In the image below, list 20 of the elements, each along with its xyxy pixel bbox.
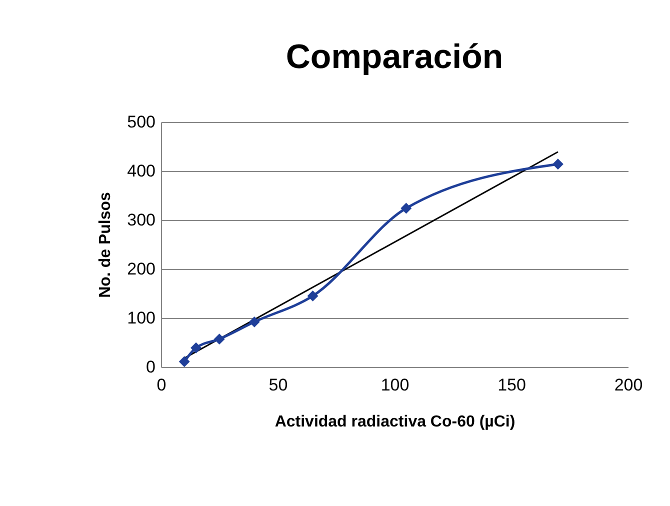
chart-title: Comparación xyxy=(286,38,504,76)
x-tick-label: 50 xyxy=(268,376,288,394)
y-tick-label: 100 xyxy=(127,308,156,328)
point xyxy=(400,202,412,214)
y-axis-title: No. de Pulsos xyxy=(97,192,114,298)
point xyxy=(307,290,318,302)
point xyxy=(214,334,225,345)
y-tick-label: 500 xyxy=(127,112,156,132)
x-tick-label: 150 xyxy=(498,376,526,394)
point xyxy=(190,342,202,354)
x-tick-label: 200 xyxy=(614,376,643,394)
y-tick-label: 0 xyxy=(146,358,156,376)
point xyxy=(248,316,260,328)
point xyxy=(178,356,190,368)
y-tick-label: 200 xyxy=(127,260,156,278)
y-tick-label: 400 xyxy=(127,162,156,180)
y-tick-label: 300 xyxy=(127,210,156,230)
x-axis-title: Actividad radiactiva Co-60 (µCi) xyxy=(274,414,516,430)
point xyxy=(552,158,564,170)
x-tick-label: 100 xyxy=(380,376,410,394)
